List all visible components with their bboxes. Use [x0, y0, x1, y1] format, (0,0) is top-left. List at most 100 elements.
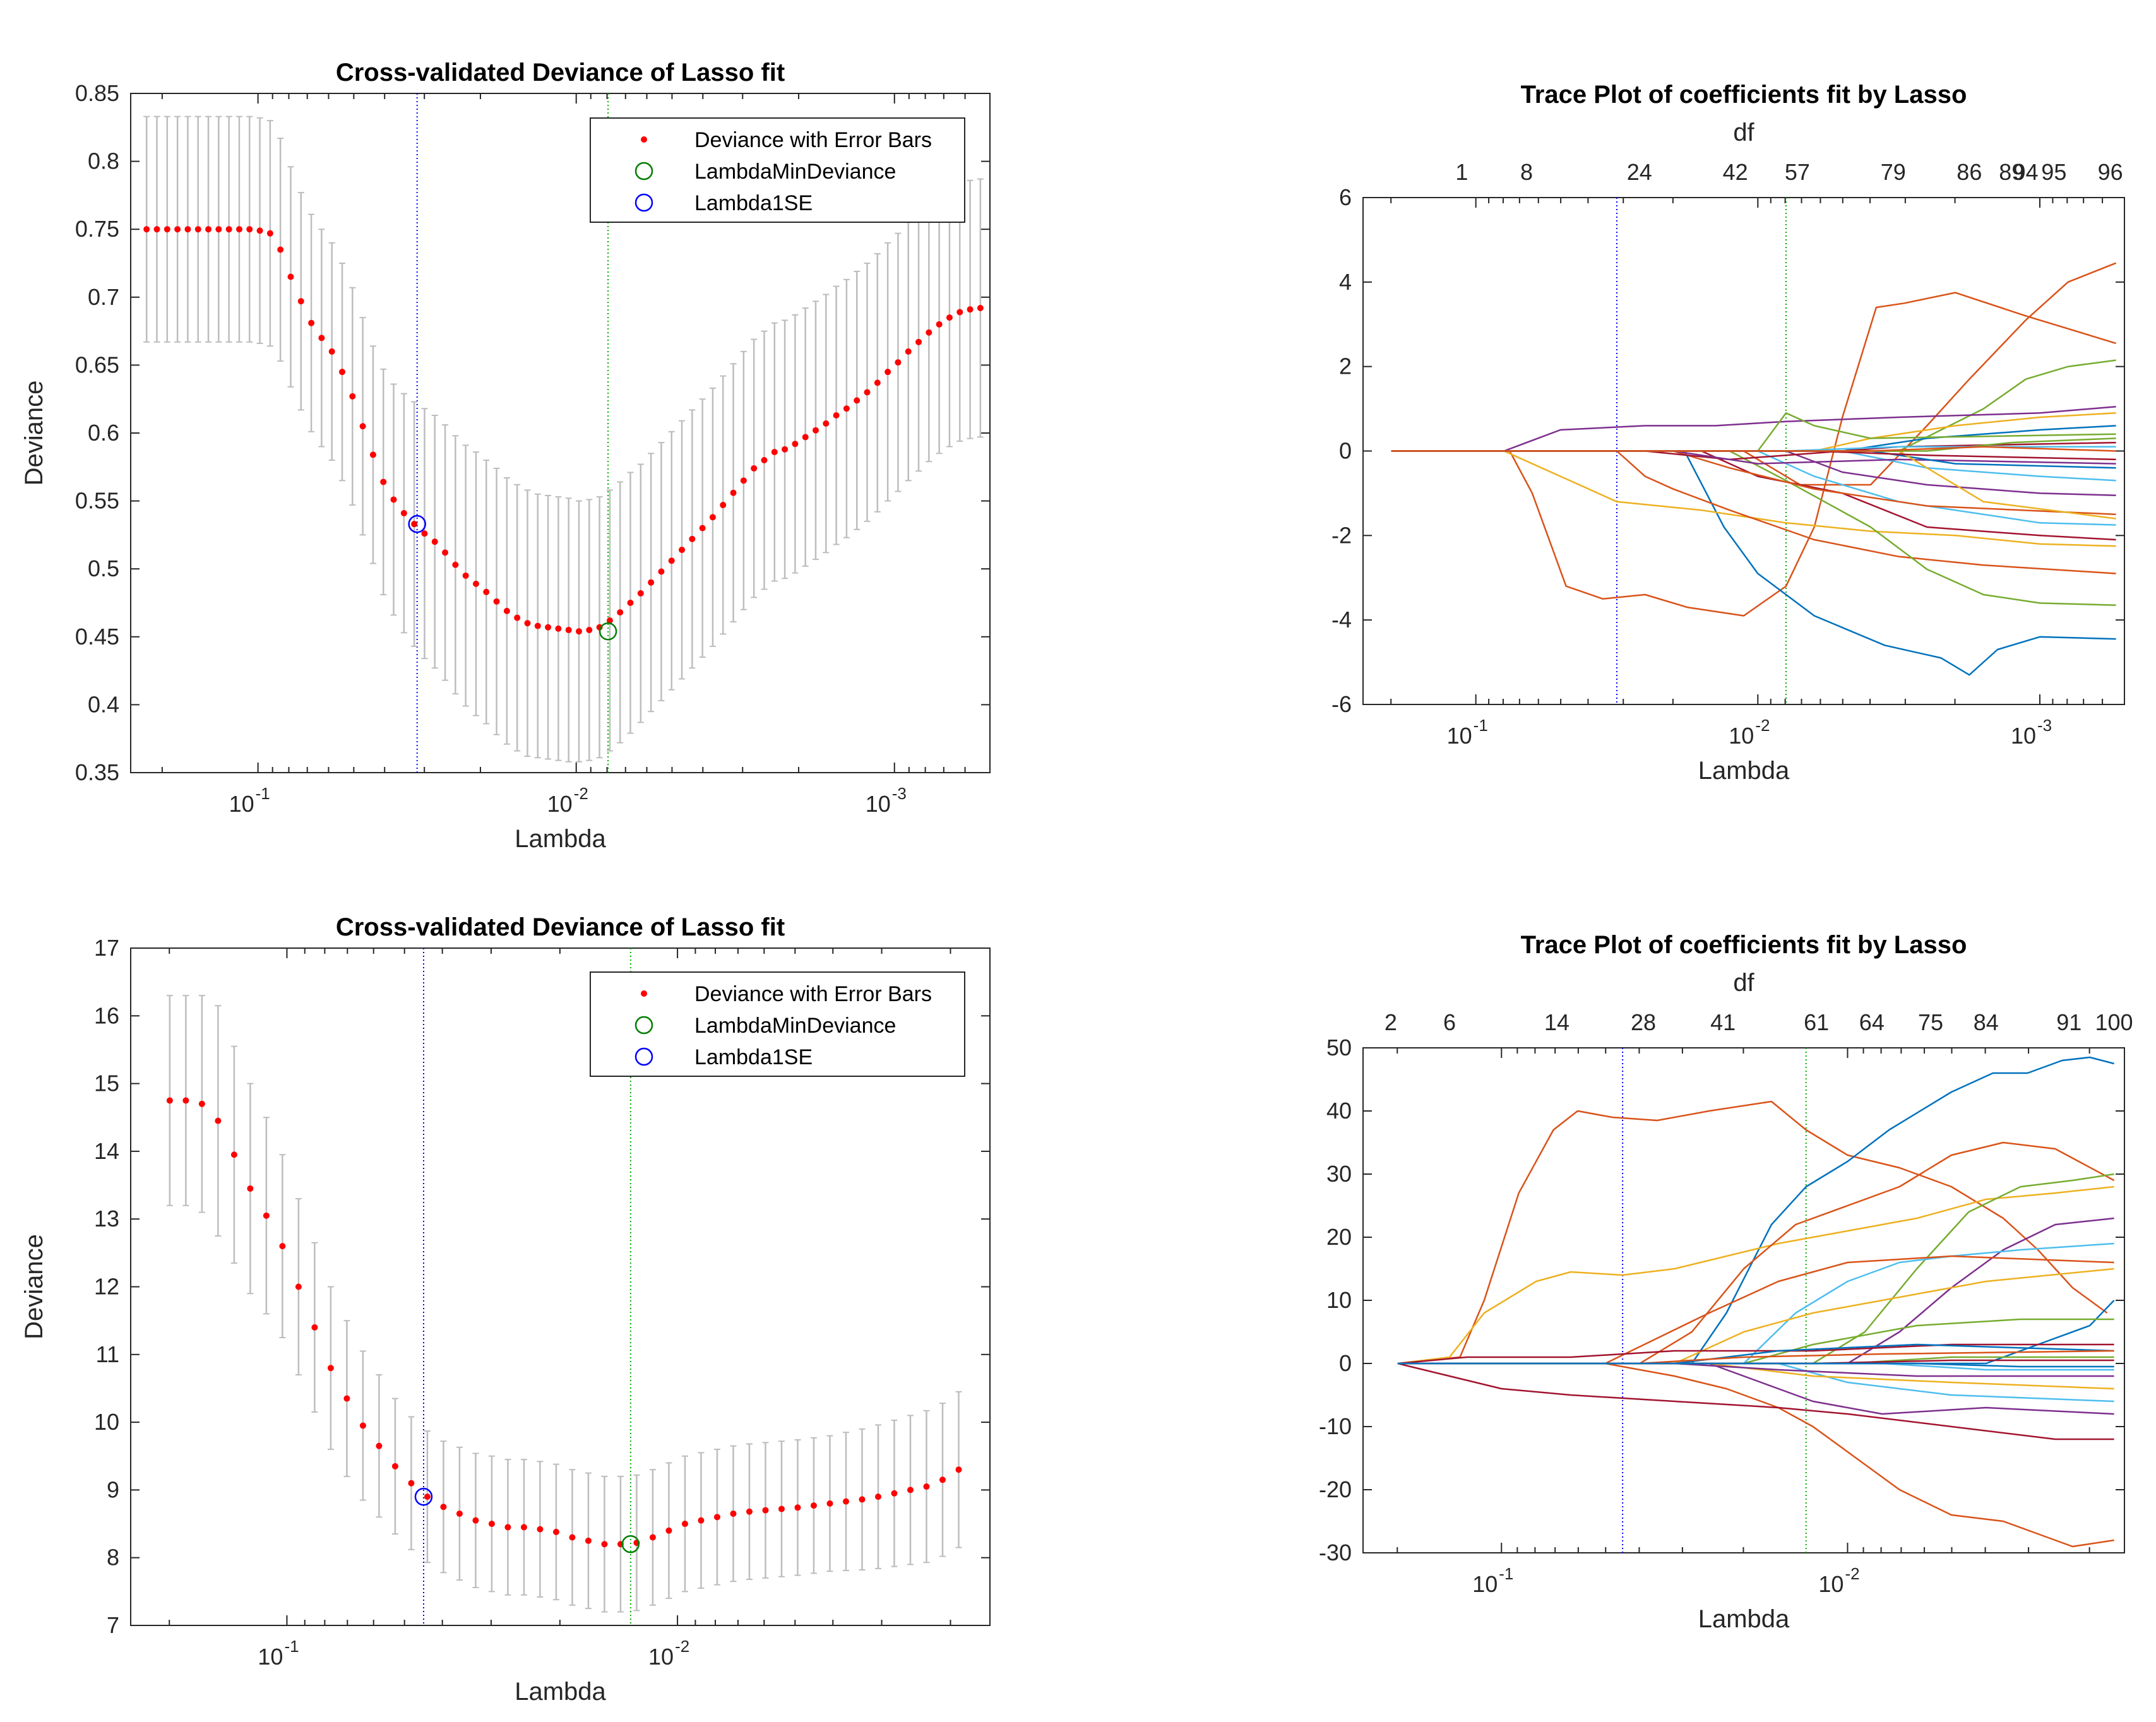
y-tick-label: 50: [1326, 1035, 1352, 1060]
deviance-point: [606, 617, 613, 624]
legend-entry: Deviance with Error Bars: [694, 128, 932, 152]
y-tick-label: 10: [1326, 1287, 1352, 1313]
deviance-point: [400, 509, 407, 516]
deviance-point: [826, 1500, 833, 1507]
lambda-min-marker: [621, 1535, 640, 1553]
coefficient-trace-c3: [1397, 1185, 2114, 1365]
legend-swatch-deviance: [641, 136, 647, 143]
deviance-point: [440, 1504, 447, 1511]
x-tick-exponent: -1: [256, 784, 270, 803]
deviance-point: [843, 405, 850, 412]
deviance-point: [555, 625, 562, 632]
coefficient-trace-c7: [1391, 450, 2116, 574]
deviance-point: [408, 1480, 415, 1487]
df-axis-label: df: [1733, 969, 1754, 997]
x-tick-exponent: -2: [574, 784, 588, 803]
deviance-point: [359, 423, 366, 430]
y-tick-label: 0.8: [88, 148, 119, 174]
y-tick-label: 9: [107, 1476, 119, 1502]
deviance-point: [689, 535, 696, 542]
y-tick-label: 14: [94, 1138, 119, 1164]
deviance-point: [552, 1528, 559, 1535]
df-tick-label: 6: [1443, 1009, 1456, 1035]
deviance-point: [720, 502, 727, 509]
coefficient-trace-c3: [1391, 262, 2117, 486]
deviance-point: [699, 525, 706, 531]
deviance-point: [369, 451, 376, 458]
y-tick-label: 7: [107, 1612, 119, 1638]
y-tick-label: -30: [1319, 1540, 1352, 1565]
deviance-point: [537, 1526, 544, 1533]
df-tick-label: 14: [1544, 1009, 1569, 1035]
y-tick-label: 0: [1339, 1350, 1352, 1376]
coefficient-trace-c12: [1397, 1255, 2114, 1365]
deviance-point: [658, 568, 665, 575]
deviance-point: [977, 305, 984, 312]
x-axis-label: Lambda: [1698, 1605, 1790, 1633]
x-tick-label: 10: [2011, 723, 2036, 749]
deviance-point: [349, 393, 356, 400]
deviance-point: [411, 521, 418, 528]
deviance-point: [771, 449, 778, 456]
deviance-point: [230, 1151, 237, 1158]
legend-swatch-1se: [634, 1047, 653, 1066]
y-tick-label: 12: [94, 1274, 119, 1300]
deviance-point: [802, 434, 809, 441]
x-tick-label: 10: [1447, 723, 1472, 749]
deviance-point: [967, 306, 974, 313]
coefficient-trace-c6: [1391, 450, 2116, 547]
deviance-point: [926, 329, 932, 336]
deviance-point: [235, 226, 242, 233]
coefficient-trace-c8: [1391, 450, 2116, 606]
coefficient-trace-c24: [1391, 446, 2116, 452]
deviance-point: [266, 230, 273, 237]
x-tick-label: 10: [648, 1644, 674, 1670]
deviance-point: [472, 1517, 479, 1524]
x-tick-label: 10: [866, 791, 891, 817]
x-tick-label: 10: [547, 791, 573, 817]
coefficient-trace-c2: [1397, 1056, 2114, 1365]
deviance-point: [279, 1243, 286, 1250]
df-tick-label: 100: [2095, 1009, 2133, 1035]
deviance-point: [915, 338, 922, 345]
legend-swatch-min: [634, 1016, 653, 1035]
y-tick-label: 2: [1339, 353, 1352, 379]
x-tick-exponent: -2: [675, 1637, 689, 1656]
x-tick-label: 10: [1729, 723, 1754, 749]
deviance-point: [794, 1504, 801, 1511]
deviance-point: [380, 478, 387, 485]
deviance-point: [297, 298, 304, 305]
legend-entry: LambdaMinDeviance: [694, 1014, 896, 1038]
deviance-point: [483, 588, 490, 595]
coefficient-trace-c5: [1397, 1141, 2115, 1365]
deviance-point: [524, 620, 531, 627]
x-tick-exponent: -1: [1474, 716, 1488, 735]
legend-entry: LambdaMinDeviance: [694, 160, 896, 184]
x-tick-exponent: -3: [2037, 716, 2052, 735]
df-tick-label: 79: [1881, 159, 1906, 185]
coefficient-trace-c2: [1391, 450, 2116, 676]
deviance-point: [936, 321, 943, 328]
deviance-point: [442, 549, 449, 556]
deviance-point: [456, 1510, 463, 1517]
deviance-point: [166, 1097, 173, 1104]
deviance-point: [810, 1502, 817, 1509]
legend-swatch-deviance: [641, 990, 647, 997]
df-tick-label: 28: [1631, 1009, 1656, 1035]
deviance-point: [730, 1510, 737, 1517]
deviance-point: [194, 226, 201, 233]
y-tick-label: 13: [94, 1206, 119, 1232]
deviance-point: [627, 600, 634, 606]
y-tick-label: 0.55: [75, 488, 119, 514]
coefficient-trace-c1: [1397, 1100, 2108, 1365]
deviance-point: [792, 441, 799, 448]
legend-entry: Lambda1SE: [694, 1045, 813, 1069]
deviance-point: [762, 1507, 769, 1514]
deviance-point: [205, 226, 212, 233]
legend-entry: Deviance with Error Bars: [694, 982, 932, 1006]
y-tick-label: 8: [107, 1545, 119, 1571]
coefficient-trace-c7: [1397, 1173, 2114, 1365]
y-tick-label: 30: [1326, 1161, 1352, 1187]
df-tick-label: 42: [1723, 159, 1748, 185]
y-tick-label: 6: [1339, 184, 1352, 210]
